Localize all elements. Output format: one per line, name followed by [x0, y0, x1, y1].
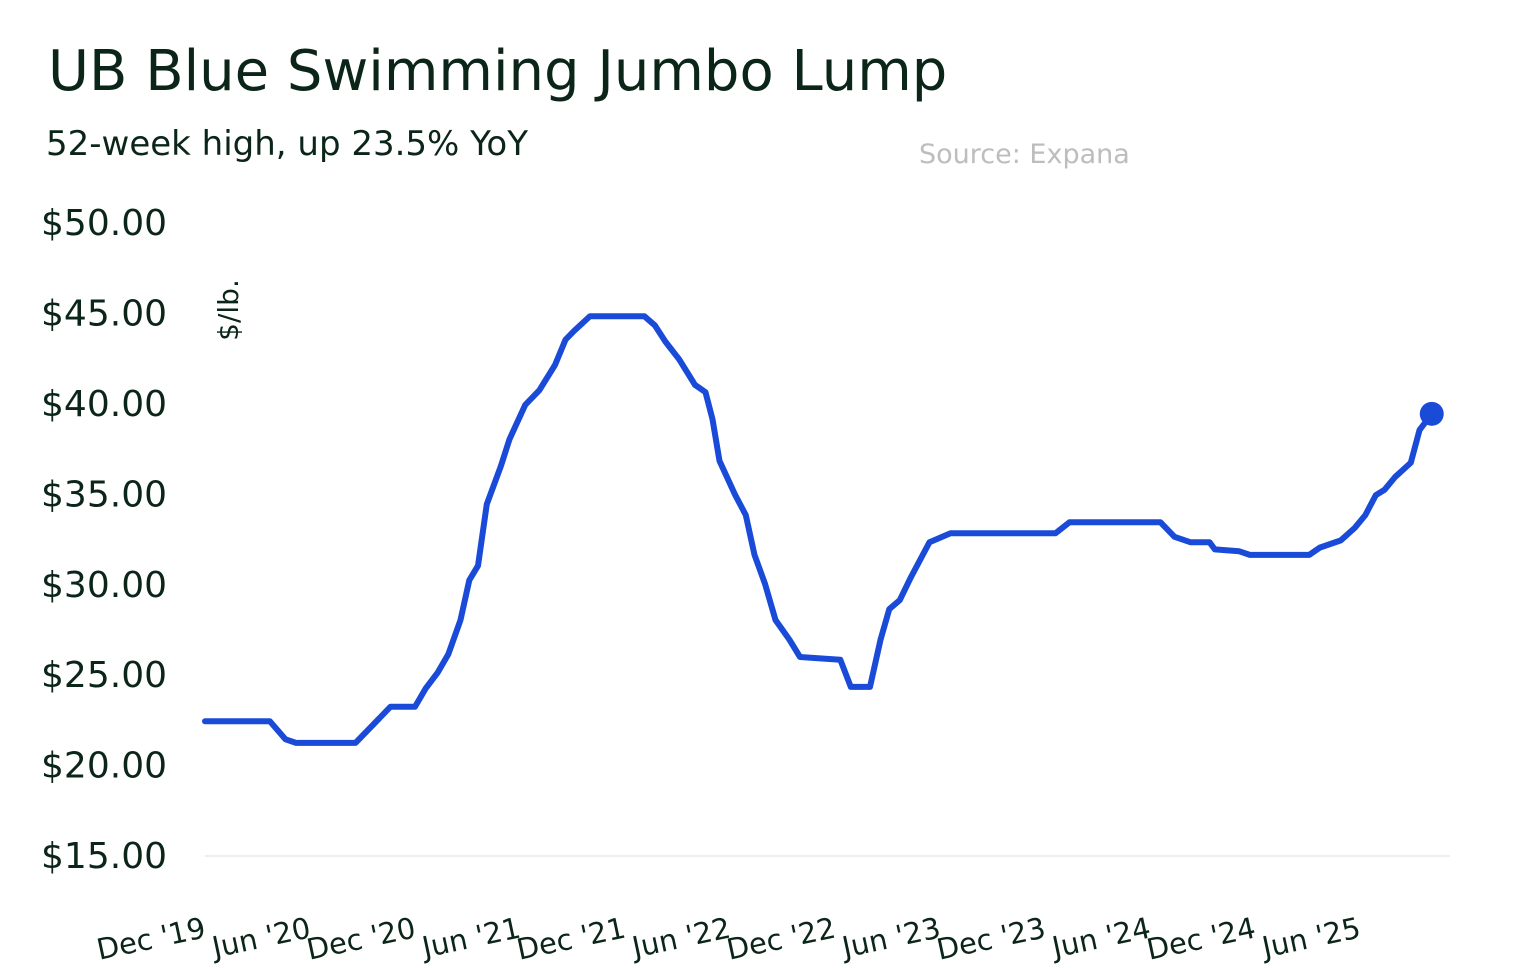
source-note: Source: Expana: [919, 139, 1130, 170]
x-tick-label: Dec '24: [1144, 911, 1259, 967]
chart-title: UB Blue Swimming Jumbo Lump: [48, 39, 947, 104]
y-tick-label: $20.00: [41, 746, 167, 787]
x-tick-label: Jun '23: [837, 911, 943, 965]
x-tick-label: Jun '25: [1257, 911, 1363, 965]
y-tick-label: $15.00: [41, 836, 167, 877]
x-tick-label: Dec '19: [94, 911, 209, 967]
y-tick-label: $45.00: [41, 294, 167, 335]
x-tick-label: Dec '23: [934, 911, 1049, 967]
y-tick-label: $35.00: [41, 474, 167, 515]
x-tick-label: Jun '24: [1047, 911, 1153, 965]
y-axis-label: $/lb.: [212, 279, 245, 341]
x-tick-label: Dec '22: [724, 911, 839, 967]
x-tick-label: Dec '20: [304, 911, 419, 967]
y-tick-label: $50.00: [41, 203, 167, 244]
latest-point-marker: [1419, 401, 1444, 426]
x-tick-label: Jun '21: [417, 911, 523, 965]
y-tick-label: $40.00: [41, 384, 167, 425]
x-tick-label: Jun '20: [207, 911, 313, 965]
chart-subtitle: 52-week high, up 23.5% YoY: [46, 124, 528, 164]
x-tick-label: Jun '22: [627, 911, 733, 965]
series-line: [202, 313, 1435, 746]
y-tick-label: $30.00: [41, 565, 167, 606]
x-tick-label: Dec '21: [514, 911, 629, 967]
y-tick-label: $25.00: [41, 655, 167, 696]
